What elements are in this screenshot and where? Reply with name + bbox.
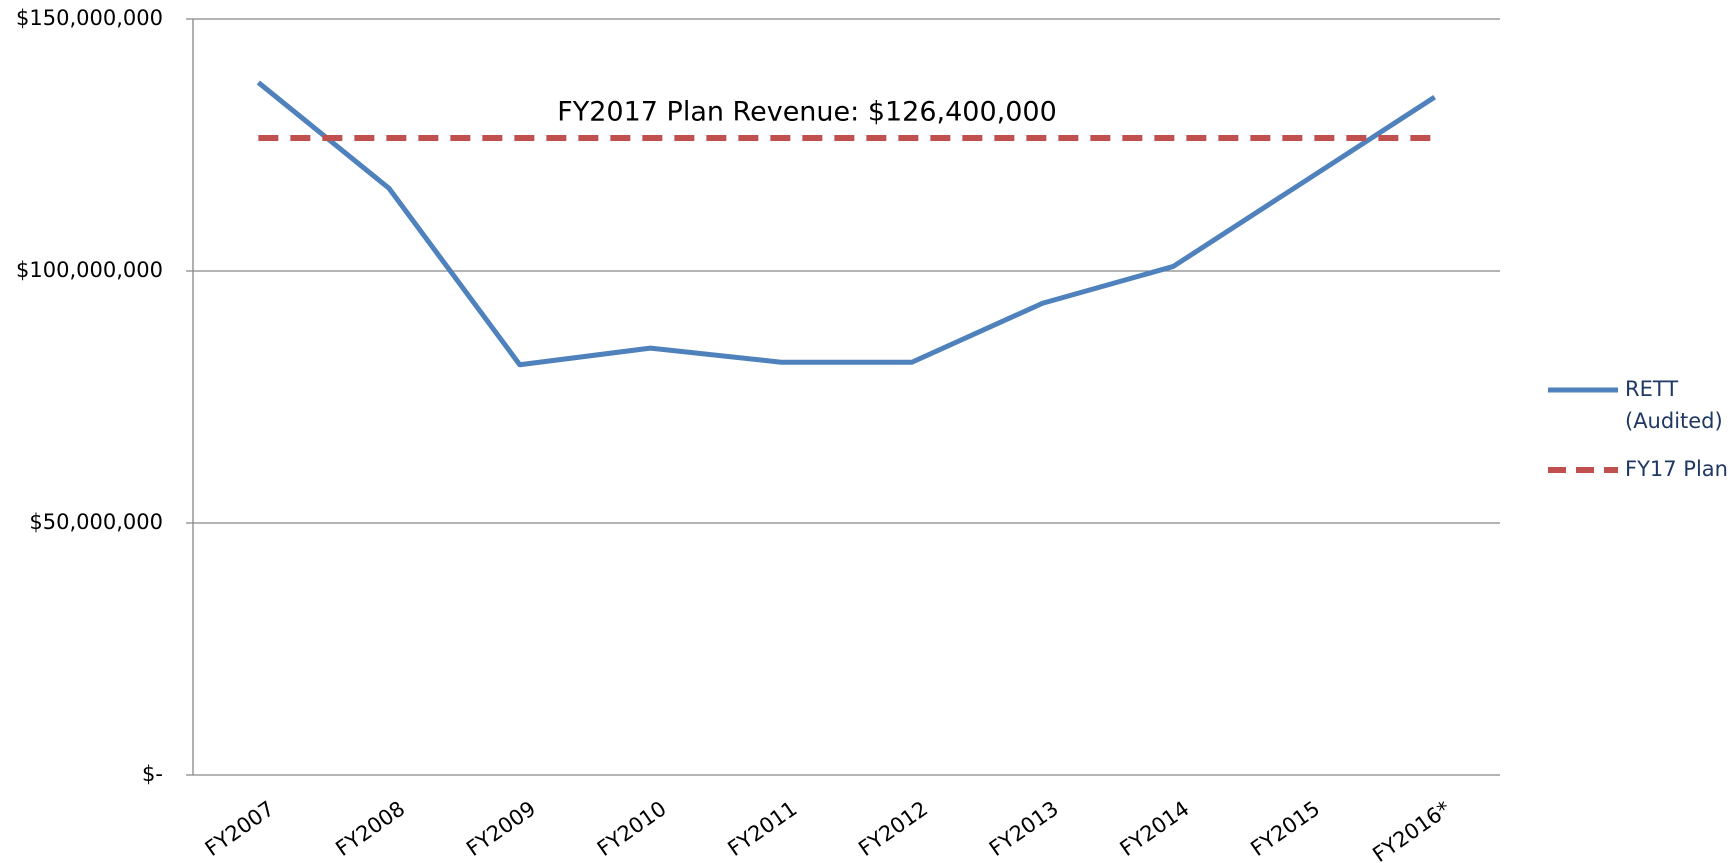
x-tick-label: FY2008 (331, 796, 409, 861)
x-tick-label: FY2007 (201, 796, 279, 861)
x-tick-label: FY2010 (593, 796, 671, 861)
x-tick-label: FY2014 (1116, 796, 1194, 861)
series-line (256, 80, 1437, 368)
legend-label: RETT (Audited) (1625, 377, 1723, 433)
y-tick-label: $150,000,000 (16, 6, 163, 30)
x-tick-label: FY2011 (724, 796, 802, 861)
y-tick-label: $100,000,000 (16, 258, 163, 282)
annotation: FY2017 Plan Revenue: $126,400,000 (557, 97, 1057, 128)
legend-label: FY17 Plan (1625, 457, 1728, 481)
x-tick-label: FY2009 (462, 796, 540, 861)
x-tick-label: FY2013 (985, 796, 1063, 861)
x-tick-label: FY2015 (1246, 796, 1324, 861)
x-tick-label: FY2016* (1368, 796, 1455, 863)
x-tick-label: FY2012 (854, 796, 932, 861)
y-tick-label: $50,000,000 (29, 510, 163, 534)
y-tick-label: $- (142, 762, 163, 786)
